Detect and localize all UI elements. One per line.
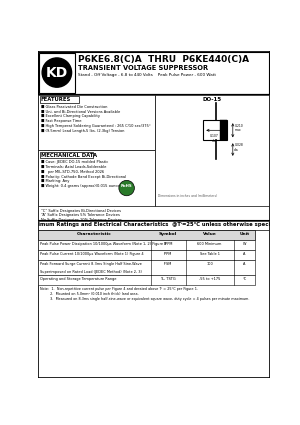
Bar <box>38 230 255 241</box>
Text: IFSM: IFSM <box>164 262 172 266</box>
Bar <box>38 150 154 206</box>
Text: ■ Terminals: Axial Leads,Solderable: ■ Terminals: Axial Leads,Solderable <box>41 165 107 169</box>
Text: Characteristic: Characteristic <box>77 232 112 236</box>
Text: P6KE6.8(C)A  THRU  P6KE440(C)A: P6KE6.8(C)A THRU P6KE440(C)A <box>78 55 249 64</box>
Text: ■   per MIL-STD-750, Method 2026: ■ per MIL-STD-750, Method 2026 <box>41 170 104 174</box>
Text: 0.210
max: 0.210 max <box>234 124 243 132</box>
Text: Maximum Ratings and Electrical Characteristics  @Tⁱ=25°C unless otherwise specif: Maximum Ratings and Electrical Character… <box>26 222 282 227</box>
Bar <box>220 120 226 140</box>
Bar <box>40 96 79 102</box>
Ellipse shape <box>42 58 72 87</box>
Bar <box>38 261 255 275</box>
Text: 600 Minimum: 600 Minimum <box>197 242 222 246</box>
Text: Superimposed on Rated Load (JEDEC Method) (Note 2, 3): Superimposed on Rated Load (JEDEC Method… <box>40 270 142 274</box>
Text: Note:  1.  Non-repetitive current pulse per Figure 4 and derated above Tⁱ = 25°C: Note: 1. Non-repetitive current pulse pe… <box>40 287 198 292</box>
Text: 3.  Measured on 8.3ms single half-sine-wave or equivalent square wave, duty cycl: 3. Measured on 8.3ms single half-sine-wa… <box>40 298 249 301</box>
Circle shape <box>119 180 134 196</box>
Text: ■ Excellent Clamping Capability: ■ Excellent Clamping Capability <box>41 114 100 119</box>
Text: W: W <box>243 242 246 246</box>
Text: “A” Suffix Designates 5% Tolerance Devices: “A” Suffix Designates 5% Tolerance Devic… <box>40 213 119 218</box>
Text: IPPM: IPPM <box>164 252 172 256</box>
Text: A: A <box>243 262 246 266</box>
Text: ■ (9.5mm) Lead Length,5 lbs. (2.3kg) Tension: ■ (9.5mm) Lead Length,5 lbs. (2.3kg) Ten… <box>41 129 125 133</box>
Text: No Suffix Designates 10% Tolerance Devices: No Suffix Designates 10% Tolerance Devic… <box>40 218 122 222</box>
Text: ■ Glass Passivated Die Construction: ■ Glass Passivated Die Construction <box>41 105 108 109</box>
Text: FEATURES: FEATURES <box>40 97 71 102</box>
Text: ■ Fast Response Time: ■ Fast Response Time <box>41 119 82 123</box>
Text: 100: 100 <box>206 262 213 266</box>
Bar <box>38 275 255 285</box>
Bar <box>39 53 75 94</box>
Text: 2.  Mounted on 5.0mm² (0.010 inch thick) land area.: 2. Mounted on 5.0mm² (0.010 inch thick) … <box>40 292 139 296</box>
Text: Stand - Off Voltage - 6.8 to 440 Volts    Peak Pulse Power - 600 Watt: Stand - Off Voltage - 6.8 to 440 Volts P… <box>78 73 216 76</box>
Bar <box>38 221 269 230</box>
Text: MECHANICAL DATA: MECHANICAL DATA <box>40 153 97 158</box>
Text: “C” Suffix Designates Bi-Directional Devices: “C” Suffix Designates Bi-Directional Dev… <box>40 209 121 213</box>
Text: Peak Forward Surge Current 8.3ms Single Half Sine-Wave: Peak Forward Surge Current 8.3ms Single … <box>40 262 142 266</box>
Text: ■ Uni- and Bi-Directional Versions Available: ■ Uni- and Bi-Directional Versions Avail… <box>41 110 121 113</box>
Text: TL, TSTG: TL, TSTG <box>160 277 176 281</box>
Text: Dimensions in inches and (millimeters): Dimensions in inches and (millimeters) <box>158 194 217 198</box>
Text: ■ Case: JEDEC DO-15 molded Plastic: ■ Case: JEDEC DO-15 molded Plastic <box>41 160 109 164</box>
Text: DO-15: DO-15 <box>202 97 221 102</box>
Text: Operating and Storage Temperature Range: Operating and Storage Temperature Range <box>40 277 116 281</box>
Text: Peak Pulse Power Dissipation 10/1000μs Waveform (Note 1, 2) Figure 3: Peak Pulse Power Dissipation 10/1000μs W… <box>40 242 166 246</box>
Bar <box>40 152 92 158</box>
Text: RoHS: RoHS <box>121 184 132 188</box>
Text: TRANSIENT VOLTAGE SUPPRESSOR: TRANSIENT VOLTAGE SUPPRESSOR <box>78 65 208 71</box>
Text: Symbol: Symbol <box>159 232 177 236</box>
Bar <box>38 241 255 250</box>
Text: -55 to +175: -55 to +175 <box>199 277 220 281</box>
Text: See Table 1: See Table 1 <box>200 252 220 256</box>
Text: KD: KD <box>46 65 68 79</box>
Bar <box>154 95 269 206</box>
Text: ■ High Temperat Soldering Guaranteed : 265 C/10 sec/375°: ■ High Temperat Soldering Guaranteed : 2… <box>41 124 151 128</box>
Bar <box>203 120 226 140</box>
Bar <box>38 95 154 150</box>
Text: A: A <box>243 252 246 256</box>
Text: Unit: Unit <box>239 232 250 236</box>
Text: Value: Value <box>203 232 216 236</box>
Text: 0.107
dia: 0.107 dia <box>210 134 219 143</box>
Text: Peak Pulse Current 10/1000μs Waveform (Note 1) Figure 4: Peak Pulse Current 10/1000μs Waveform (N… <box>40 252 143 256</box>
Text: ■ Weight: 0.4 grams (approx)(0.015 ounce: ■ Weight: 0.4 grams (approx)(0.015 ounce <box>41 184 120 188</box>
Text: ■ Polarity: Cathode Band Except Bi-Directional: ■ Polarity: Cathode Band Except Bi-Direc… <box>41 175 127 178</box>
Text: 0.028
dia: 0.028 dia <box>234 143 243 152</box>
Text: PPPM: PPPM <box>164 242 173 246</box>
Bar <box>38 52 269 94</box>
Text: °C: °C <box>242 277 247 281</box>
Bar <box>38 250 255 261</box>
Text: ■ Marking: Any: ■ Marking: Any <box>41 179 70 184</box>
